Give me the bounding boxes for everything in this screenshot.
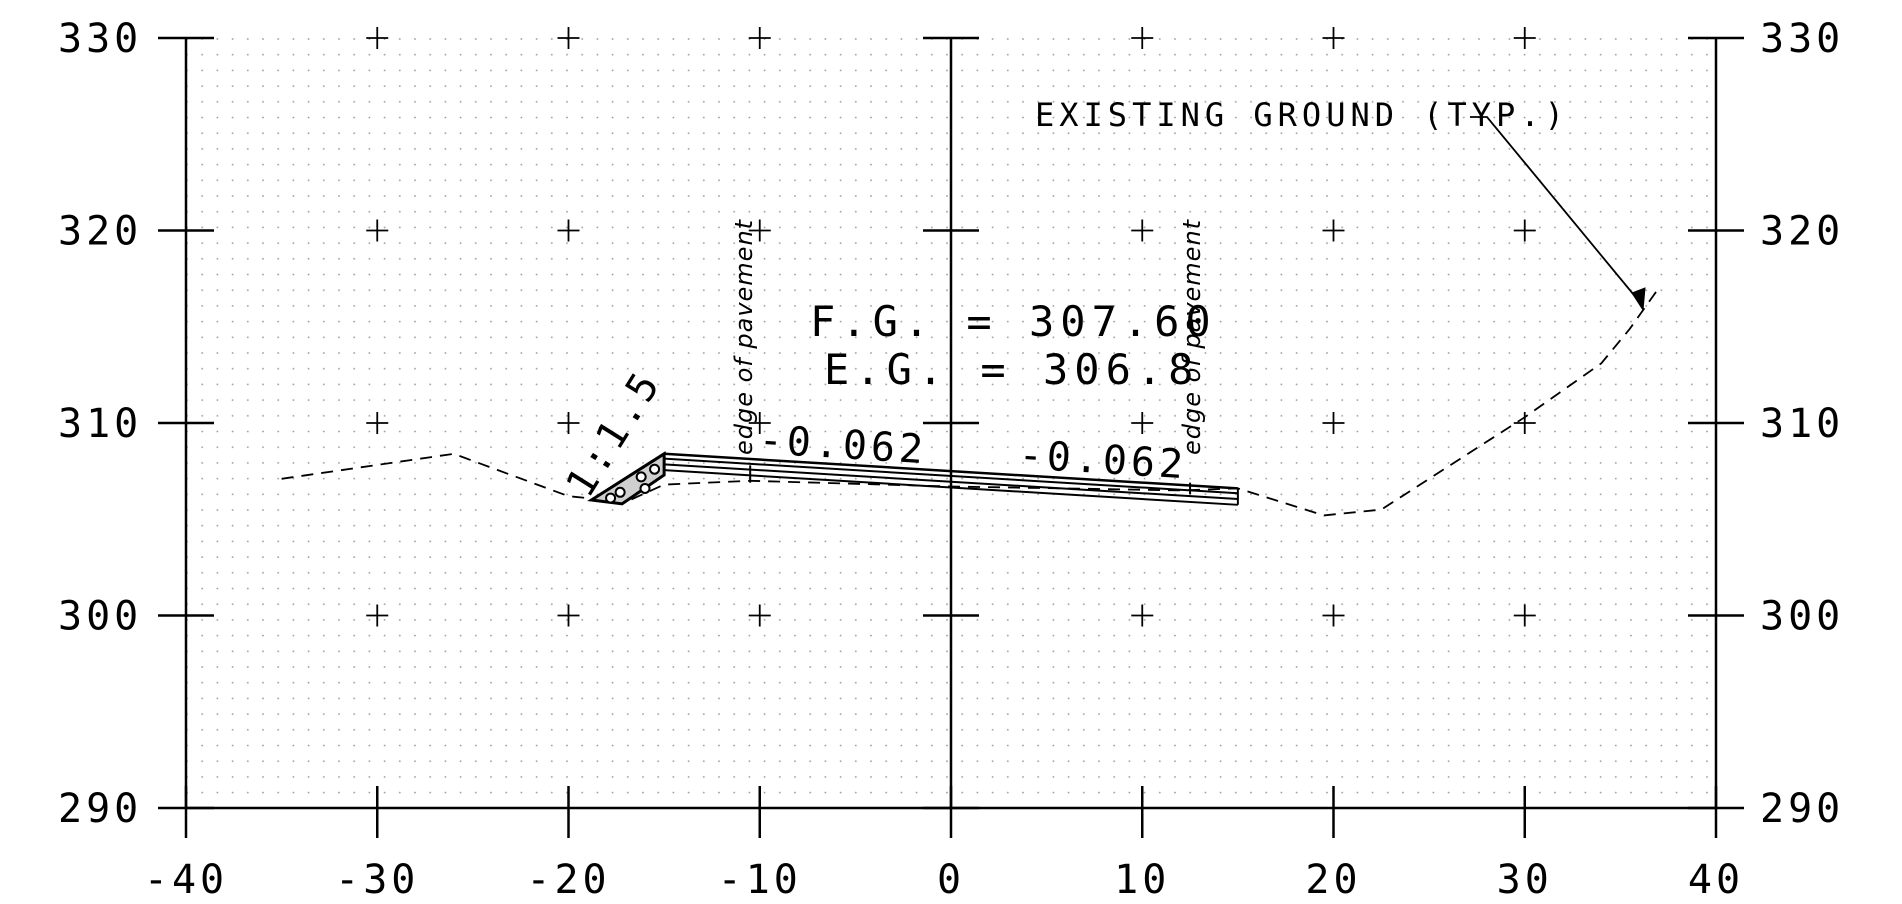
x-tick-label: 30 [1497, 857, 1553, 903]
grid-cross [366, 604, 389, 627]
grid-cross [1322, 219, 1345, 242]
grid-cross [366, 412, 389, 434]
y-tick-label-left: 330 [58, 16, 142, 62]
finished-grade-label: F.G. = 307.60 [810, 297, 1217, 346]
y-tick-label-right: 330 [1760, 16, 1844, 62]
leader-arrow-icon [1631, 287, 1646, 312]
riprap-stone [605, 492, 617, 504]
grid-cross [748, 27, 771, 49]
grid-cross [1513, 219, 1536, 242]
existing-ground-label: EXISTING GROUND (TYP.) [1035, 96, 1569, 134]
existing-ground-line [281, 287, 1660, 517]
x-tick-label: 20 [1305, 857, 1361, 903]
grid-cross [557, 27, 580, 49]
y-tick-label-right: 300 [1760, 594, 1844, 640]
y-tick-label-left: 290 [58, 786, 142, 832]
grid-cross [366, 219, 389, 242]
pavement-layer [664, 457, 1238, 495]
grid-cross [1513, 412, 1536, 434]
y-tick-label-right: 310 [1760, 401, 1844, 447]
y-tick-label-left: 300 [58, 594, 142, 640]
grid-cross [557, 412, 580, 434]
pavement-section [587, 451, 1239, 506]
edge-of-pavement-left-label: edge of pavement [730, 218, 758, 455]
grid-cross [748, 219, 771, 242]
finished-grade-line [664, 452, 1238, 490]
series-lines [281, 287, 1660, 517]
grid-cross [1322, 412, 1345, 434]
x-tick-label: -40 [144, 857, 228, 903]
edge-of-pavement-right-label: edge of pavement [1178, 218, 1206, 455]
x-tick-label: -20 [526, 857, 610, 903]
x-tick-label: -10 [718, 857, 802, 903]
cross-slope-right-label: -0.062 [1017, 432, 1188, 488]
grid-cross [1131, 27, 1154, 49]
cross-slope-left-label: -0.062 [757, 417, 928, 473]
axes [158, 36, 1744, 838]
grid-cross [748, 412, 771, 434]
x-tick-label: 0 [937, 857, 965, 903]
grid-cross [557, 604, 580, 627]
grid-cross [1322, 604, 1345, 627]
grid-crosses [366, 27, 1536, 627]
y-tick-label-right: 290 [1760, 786, 1844, 832]
grid-cross [366, 27, 389, 49]
pavement-layer [664, 463, 1238, 501]
grid-cross [557, 219, 580, 242]
existing-grade-label: E.G. = 306.8 [824, 345, 1199, 394]
grid-cross [1131, 604, 1154, 627]
x-tick-label: 10 [1114, 857, 1170, 903]
riprap-stone [639, 482, 651, 494]
y-tick-label-left: 320 [58, 209, 142, 255]
grid-cross [1131, 412, 1154, 434]
existing-ground-leader [1470, 116, 1644, 307]
grid-cross [1513, 604, 1536, 627]
riprap-stone [614, 486, 626, 498]
x-tick-label: 40 [1688, 857, 1744, 903]
grid-cross [1513, 27, 1536, 49]
grid-cross [1322, 27, 1345, 49]
pavement-base [664, 469, 1238, 506]
riprap-stone [635, 471, 647, 483]
y-tick-label-left: 310 [58, 401, 142, 447]
x-tick-label: -30 [335, 857, 419, 903]
riprap-stone [649, 463, 661, 475]
y-tick-label-right: 320 [1760, 209, 1844, 255]
riprap-slope [587, 451, 666, 506]
grid-cross [1131, 219, 1154, 242]
grid-cross [748, 604, 771, 627]
